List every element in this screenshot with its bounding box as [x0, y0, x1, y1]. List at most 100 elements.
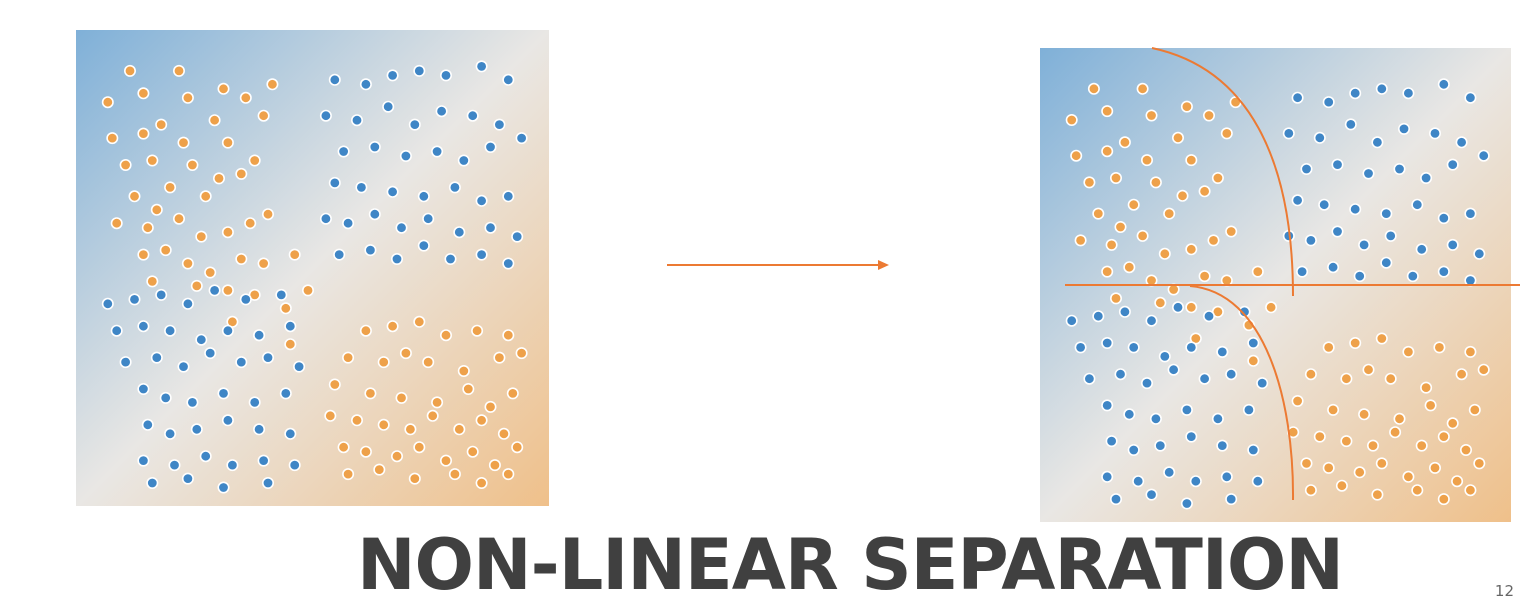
blue-point: [190, 423, 203, 436]
blue-point: [502, 257, 515, 270]
orange-point: [1154, 296, 1167, 309]
orange-point: [431, 396, 444, 409]
blue-point: [337, 145, 350, 158]
orange-point: [426, 409, 439, 422]
orange-point: [1220, 274, 1233, 287]
orange-point: [244, 217, 257, 230]
orange-point: [1468, 403, 1481, 416]
blue-point: [1203, 310, 1216, 323]
orange-point: [1477, 363, 1490, 376]
blue-point: [359, 78, 372, 91]
blue-point: [1110, 493, 1123, 506]
orange-point: [1411, 484, 1424, 497]
orange-point: [1322, 461, 1335, 474]
orange-point: [1092, 207, 1105, 220]
orange-point: [1065, 114, 1078, 127]
blue-point: [1189, 475, 1202, 488]
orange-point: [177, 136, 190, 149]
blue-point: [1225, 493, 1238, 506]
orange-point: [471, 324, 484, 337]
orange-point: [181, 91, 194, 104]
blue-point: [395, 221, 408, 234]
orange-point: [1340, 435, 1353, 448]
blue-point: [110, 324, 123, 337]
orange-point: [1105, 238, 1118, 251]
input-scatter-svg: [76, 30, 549, 506]
blue-point: [390, 253, 403, 266]
blue-point: [279, 387, 292, 400]
orange-point: [1180, 100, 1193, 113]
arrow-head: [878, 260, 889, 270]
orange-point: [1358, 408, 1371, 421]
orange-point: [1158, 247, 1171, 260]
blue-point: [1384, 229, 1397, 242]
orange-point: [373, 463, 386, 476]
orange-point: [204, 266, 217, 279]
orange-point: [1300, 457, 1313, 470]
orange-point: [1362, 363, 1375, 376]
blue-point: [1242, 403, 1255, 416]
blue-point: [422, 212, 435, 225]
orange-point: [1366, 439, 1379, 452]
blue-point: [1185, 430, 1198, 443]
blue-point: [1349, 87, 1362, 100]
orange-point: [1185, 301, 1198, 314]
blue-point: [1127, 443, 1140, 456]
blue-point: [119, 356, 132, 369]
orange-point: [1185, 154, 1198, 167]
orange-point: [395, 391, 408, 404]
blue-point: [431, 145, 444, 158]
blue-point: [262, 351, 275, 364]
orange-point: [173, 212, 186, 225]
blue-point: [284, 427, 297, 440]
blue-point: [386, 69, 399, 82]
orange-point: [1393, 412, 1406, 425]
blue-point: [284, 320, 297, 333]
orange-point: [257, 109, 270, 122]
blue-point: [155, 288, 168, 301]
blue-point: [1154, 439, 1167, 452]
blue-point: [1092, 310, 1105, 323]
orange-point: [1428, 461, 1441, 474]
orange-point: [1198, 270, 1211, 283]
blue-point: [1216, 439, 1229, 452]
blue-point: [1127, 341, 1140, 354]
orange-point: [173, 64, 186, 77]
orange-point: [239, 91, 252, 104]
orange-point: [1402, 345, 1415, 358]
orange-point: [1313, 430, 1326, 443]
orange-point: [1473, 457, 1486, 470]
blue-point: [1464, 207, 1477, 220]
orange-point: [377, 418, 390, 431]
orange-point: [257, 257, 270, 270]
blue-point: [1397, 122, 1410, 135]
blue-point: [1446, 158, 1459, 171]
orange-point: [1251, 265, 1264, 278]
blue-point: [1114, 368, 1127, 381]
blue-point: [1380, 207, 1393, 220]
blue-point: [511, 230, 524, 243]
orange-point: [408, 472, 421, 485]
orange-point: [453, 423, 466, 436]
orange-point: [1145, 109, 1158, 122]
blue-point: [1437, 78, 1450, 91]
blue-point: [417, 190, 430, 203]
orange-point: [502, 329, 515, 342]
blue-point: [1158, 350, 1171, 363]
blue-point: [221, 324, 234, 337]
orange-point: [1172, 131, 1185, 144]
orange-point: [1420, 381, 1433, 394]
slide-title: NON-LINEAR SEPARATION: [356, 524, 1344, 606]
orange-point: [1141, 154, 1154, 167]
orange-point: [221, 226, 234, 239]
orange-point: [342, 468, 355, 481]
blue-point: [448, 181, 461, 194]
orange-point: [497, 427, 510, 440]
blue-point: [226, 459, 239, 472]
blue-point: [262, 476, 275, 489]
orange-point: [1287, 426, 1300, 439]
blue-point: [328, 73, 341, 86]
blue-point: [1464, 274, 1477, 287]
orange-point: [1265, 301, 1278, 314]
blue-point: [1172, 301, 1185, 314]
